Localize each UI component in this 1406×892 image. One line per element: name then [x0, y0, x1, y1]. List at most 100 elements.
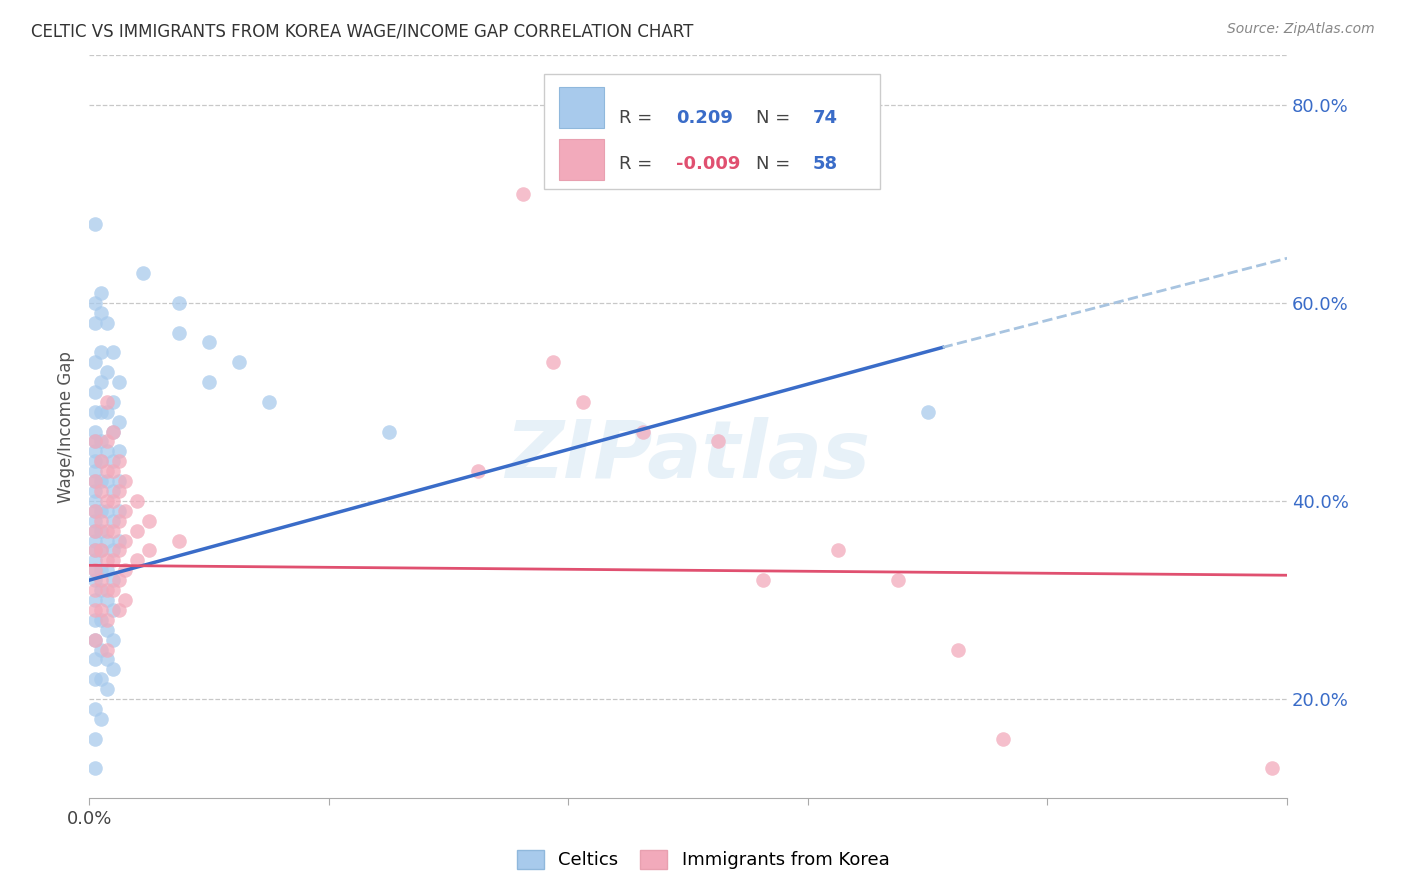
Point: [84, 543, 107, 558]
Point: [198, 375, 221, 389]
Point: [101, 425, 124, 439]
Point: [101, 425, 124, 439]
Point: [101, 395, 124, 409]
Point: [132, 266, 155, 280]
Point: [96, 652, 118, 666]
Point: [84, 731, 107, 746]
Point: [108, 514, 131, 528]
Point: [84, 632, 107, 647]
Point: [108, 474, 131, 488]
Point: [101, 583, 124, 598]
Point: [96, 593, 118, 607]
Point: [108, 533, 131, 548]
Point: [631, 425, 654, 439]
Point: [84, 563, 107, 577]
Point: [84, 533, 107, 548]
Point: [101, 573, 124, 587]
Point: [96, 494, 118, 508]
Point: [84, 405, 107, 419]
FancyBboxPatch shape: [544, 74, 880, 189]
Point: [84, 702, 107, 716]
Point: [84, 384, 107, 399]
Point: [108, 444, 131, 458]
Point: [125, 494, 148, 508]
Point: [84, 355, 107, 369]
Point: [114, 474, 136, 488]
Point: [84, 613, 107, 627]
Point: [84, 573, 107, 587]
Point: [96, 464, 118, 478]
Point: [108, 603, 131, 617]
Point: [90, 712, 112, 726]
Point: [90, 375, 112, 389]
Point: [108, 454, 131, 468]
Text: -0.009: -0.009: [676, 154, 741, 172]
Point: [84, 464, 107, 478]
Point: [90, 672, 112, 686]
Point: [84, 652, 107, 666]
Point: [96, 533, 118, 548]
Text: 74: 74: [813, 109, 838, 127]
Point: [84, 583, 107, 598]
Point: [96, 405, 118, 419]
Point: [108, 504, 131, 518]
Point: [96, 504, 118, 518]
Point: [96, 434, 118, 449]
Point: [90, 613, 112, 627]
Point: [167, 533, 190, 548]
Point: [84, 553, 107, 567]
Point: [101, 603, 124, 617]
Point: [946, 642, 969, 657]
Point: [101, 494, 124, 508]
Point: [96, 524, 118, 538]
Point: [377, 425, 399, 439]
Point: [84, 504, 107, 518]
Point: [84, 563, 107, 577]
Point: [114, 563, 136, 577]
Point: [84, 217, 107, 231]
Legend: Celtics, Immigrants from Korea: Celtics, Immigrants from Korea: [508, 840, 898, 879]
Text: N =: N =: [756, 154, 790, 172]
Point: [84, 514, 107, 528]
Point: [101, 543, 124, 558]
Point: [84, 474, 107, 488]
Point: [90, 474, 112, 488]
Point: [84, 632, 107, 647]
Point: [543, 355, 565, 369]
Point: [84, 425, 107, 439]
Point: [138, 543, 160, 558]
Point: [114, 533, 136, 548]
Point: [90, 405, 112, 419]
Point: [467, 464, 489, 478]
Point: [84, 543, 107, 558]
Point: [96, 316, 118, 330]
FancyBboxPatch shape: [558, 139, 605, 179]
Point: [101, 454, 124, 468]
Point: [96, 395, 118, 409]
Point: [84, 434, 107, 449]
Point: [228, 355, 250, 369]
Point: [108, 573, 131, 587]
Text: Source: ZipAtlas.com: Source: ZipAtlas.com: [1227, 22, 1375, 37]
Point: [84, 603, 107, 617]
Point: [84, 524, 107, 538]
Point: [90, 454, 112, 468]
Point: [101, 464, 124, 478]
Point: [90, 454, 112, 468]
Point: [90, 603, 112, 617]
Point: [90, 543, 112, 558]
Point: [114, 593, 136, 607]
Point: [752, 573, 775, 587]
Point: [101, 662, 124, 676]
Point: [90, 563, 112, 577]
Point: [101, 524, 124, 538]
Point: [90, 434, 112, 449]
Point: [96, 583, 118, 598]
Point: [198, 335, 221, 350]
Point: [886, 573, 908, 587]
Point: [90, 306, 112, 320]
FancyBboxPatch shape: [558, 87, 605, 128]
Text: CELTIC VS IMMIGRANTS FROM KOREA WAGE/INCOME GAP CORRELATION CHART: CELTIC VS IMMIGRANTS FROM KOREA WAGE/INC…: [31, 22, 693, 40]
Point: [96, 553, 118, 567]
Point: [96, 563, 118, 577]
